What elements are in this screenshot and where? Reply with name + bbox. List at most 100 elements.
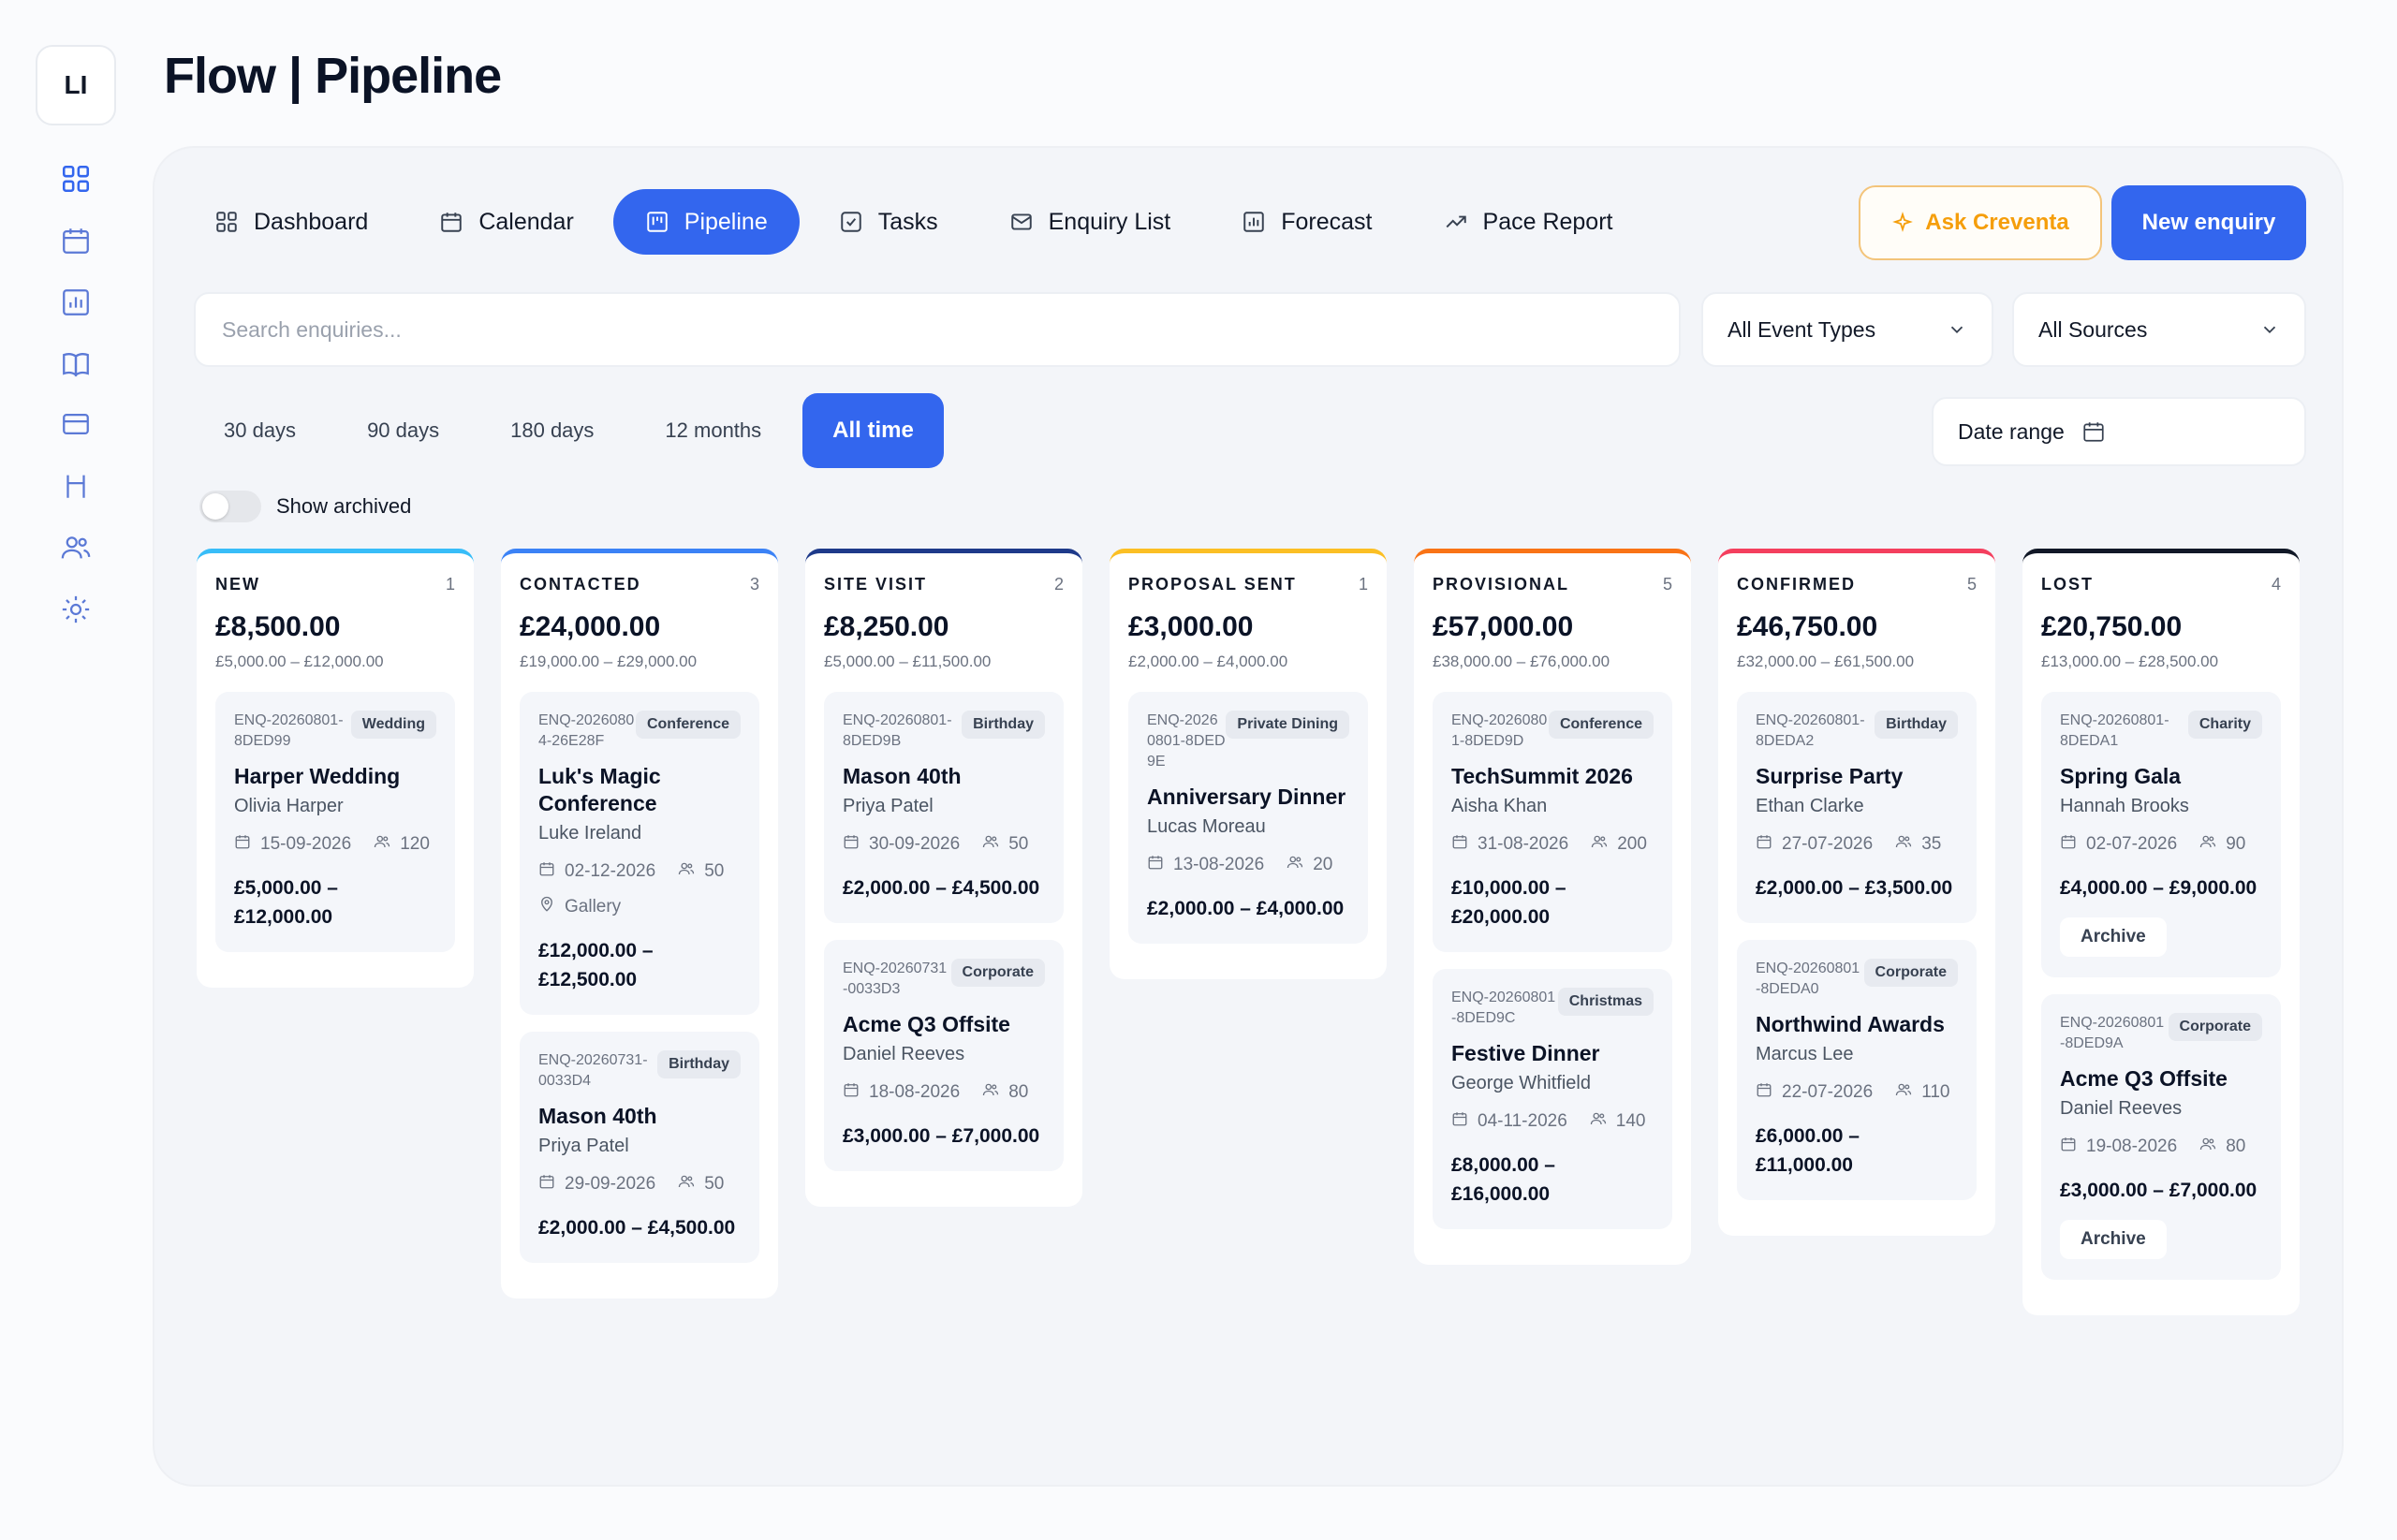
contact-name: Luke Ireland bbox=[538, 823, 642, 843]
grid-icon[interactable] bbox=[58, 161, 94, 197]
archive-button[interactable]: Archive bbox=[2060, 917, 2167, 957]
column-name: CONTACTED bbox=[520, 574, 641, 594]
chart-icon[interactable] bbox=[58, 285, 94, 320]
enquiry-card[interactable]: ENQ-20260801-8DED9C Christmas Festive Di… bbox=[1433, 969, 1672, 1229]
column-header: NEW 1 bbox=[215, 553, 455, 606]
source-select[interactable]: All Sources bbox=[2012, 292, 2306, 367]
column-total: £46,750.00 bbox=[1737, 611, 1878, 642]
show-archived-toggle[interactable] bbox=[199, 491, 261, 522]
enquiry-card[interactable]: ENQ-20260801-8DEDA0 Corporate Northwind … bbox=[1737, 940, 1977, 1200]
mail-icon bbox=[1010, 213, 1032, 230]
event-type-badge: Christmas bbox=[1557, 988, 1654, 1016]
event-date: 29-09-2026 bbox=[538, 1166, 655, 1202]
tab-label: Calendar bbox=[478, 208, 574, 235]
event-date: 22-07-2026 bbox=[1756, 1075, 1873, 1110]
event-type-badge: Conference bbox=[635, 711, 741, 739]
tab-forecast[interactable]: Forecast bbox=[1210, 189, 1404, 255]
enquiry-card[interactable]: ENQ-20260731-0033D4 Birthday Mason 40th … bbox=[520, 1032, 759, 1263]
enquiry-title: Festive Dinner bbox=[1451, 1041, 1600, 1065]
calendar-icon bbox=[538, 1173, 555, 1195]
guest-count-value: 90 bbox=[2226, 834, 2246, 854]
tab-tasks[interactable]: Tasks bbox=[807, 189, 970, 255]
pipeline-column-contacted: CONTACTED 3 £24,000.00 £19,000.00 – £29,… bbox=[501, 549, 778, 1298]
column-header: SITE VISIT 2 bbox=[824, 553, 1064, 606]
enquiry-card[interactable]: ENQ-20260801-8DED9A Corporate Acme Q3 Of… bbox=[2041, 994, 2281, 1280]
column-name: LOST bbox=[2041, 574, 2094, 594]
column-range: £5,000.00 – £12,000.00 bbox=[215, 653, 384, 670]
enquiry-title: Northwind Awards bbox=[1756, 1012, 1945, 1036]
enquiry-id: ENQ-20260801-8DED9C bbox=[1451, 990, 1556, 1026]
users-icon bbox=[982, 1081, 999, 1104]
card-meta: 22-07-2026 110 bbox=[1756, 1075, 1958, 1110]
enquiry-card[interactable]: ENQ-20260804-26E28F Conference Luk's Mag… bbox=[520, 692, 759, 1015]
price-range: £4,000.00 – £9,000.00 bbox=[2060, 877, 2257, 899]
enquiry-card[interactable]: ENQ-20260801-8DEDA2 Birthday Surprise Pa… bbox=[1737, 692, 1977, 923]
card-meta: 02-12-2026 50 Gallery bbox=[538, 854, 741, 925]
enquiry-title: TechSummit 2026 bbox=[1451, 764, 1633, 788]
contact-name: Priya Patel bbox=[538, 1136, 629, 1156]
enquiry-title: Surprise Party bbox=[1756, 764, 1904, 788]
event-date-value: 04-11-2026 bbox=[1478, 1111, 1567, 1131]
enquiry-card[interactable]: ENQ-20260801-8DED99 Wedding Harper Weddi… bbox=[215, 692, 455, 952]
card-icon[interactable] bbox=[58, 406, 94, 442]
show-archived-row: Show archived bbox=[199, 491, 411, 522]
date-range-picker[interactable]: Date range bbox=[1932, 397, 2306, 466]
event-date-value: 15-09-2026 bbox=[260, 834, 352, 854]
card-meta: 15-09-2026 120 bbox=[234, 827, 436, 862]
enquiry-card[interactable]: ENQ-20260801-8DED9B Birthday Mason 40th … bbox=[824, 692, 1064, 923]
calendar-icon bbox=[1147, 854, 1164, 876]
archive-button[interactable]: Archive bbox=[2060, 1220, 2167, 1259]
event-type-badge: Corporate bbox=[950, 959, 1045, 987]
enquiry-card[interactable]: ENQ-20260731-0033D3 Corporate Acme Q3 Of… bbox=[824, 940, 1064, 1171]
period-all-time[interactable]: All time bbox=[802, 393, 944, 468]
ask-creventa-button[interactable]: Ask Creventa bbox=[1859, 185, 2102, 260]
pipeline-column-lost: LOST 4 £20,750.00 £13,000.00 – £28,500.0… bbox=[2022, 549, 2300, 1315]
logo[interactable]: LI bbox=[36, 45, 116, 125]
calendar-icon[interactable] bbox=[58, 223, 94, 258]
enquiry-id: ENQ-20260801-8DED9E bbox=[1147, 712, 1226, 770]
event-type-badge: Birthday bbox=[657, 1050, 741, 1078]
guest-count-value: 50 bbox=[704, 1174, 725, 1194]
tab-enquiry-list[interactable]: Enquiry List bbox=[978, 189, 1203, 255]
event-date-value: 02-12-2026 bbox=[565, 861, 656, 881]
price-range: £2,000.00 – £4,500.00 bbox=[538, 1217, 736, 1239]
search-input[interactable]: Search enquiries... bbox=[194, 292, 1681, 367]
trend-icon bbox=[1446, 215, 1466, 228]
column-header: LOST 4 bbox=[2041, 553, 2281, 606]
tab-dashboard[interactable]: Dashboard bbox=[183, 189, 400, 255]
event-date: 30-09-2026 bbox=[843, 827, 960, 862]
enquiry-id: ENQ-20260731-0033D3 bbox=[843, 961, 948, 997]
guest-count-value: 110 bbox=[1921, 1082, 1950, 1102]
contact-name: Marcus Lee bbox=[1756, 1044, 1854, 1064]
period-12-months[interactable]: 12 months bbox=[665, 418, 762, 442]
enquiry-card[interactable]: ENQ-20260801-8DEDA1 Charity Spring Gala … bbox=[2041, 692, 2281, 977]
event-date-value: 30-09-2026 bbox=[869, 834, 961, 854]
table-icon[interactable] bbox=[58, 468, 94, 504]
date-range-label: Date range bbox=[1958, 418, 2065, 444]
guest-count: 50 bbox=[982, 827, 1028, 862]
column-range: £32,000.00 – £61,500.00 bbox=[1737, 653, 1915, 670]
tab-label: Dashboard bbox=[254, 208, 369, 235]
tab-pipeline[interactable]: Pipeline bbox=[612, 189, 800, 255]
new-enquiry-button[interactable]: New enquiry bbox=[2111, 185, 2306, 260]
enquiry-card[interactable]: ENQ-20260801-8DED9E Private Dining Anniv… bbox=[1128, 692, 1368, 944]
tab-pace-report[interactable]: Pace Report bbox=[1412, 189, 1645, 255]
event-date: 13-08-2026 bbox=[1147, 847, 1264, 883]
enquiry-title: Spring Gala bbox=[2060, 764, 2182, 788]
users-icon bbox=[1895, 1081, 1912, 1104]
period-180-days[interactable]: 180 days bbox=[510, 418, 595, 442]
event-type-select[interactable]: All Event Types bbox=[1701, 292, 1993, 367]
guest-count-value: 80 bbox=[2226, 1137, 2246, 1156]
price-range: £2,000.00 – £4,000.00 bbox=[1147, 898, 1345, 919]
users-icon[interactable] bbox=[58, 530, 94, 565]
period-30-days[interactable]: 30 days bbox=[224, 418, 297, 442]
settings-icon[interactable] bbox=[58, 592, 94, 627]
tab-label: Enquiry List bbox=[1048, 208, 1171, 235]
users-icon bbox=[374, 833, 390, 856]
tab-calendar[interactable]: Calendar bbox=[407, 189, 605, 255]
enquiry-card[interactable]: ENQ-20260801-8DED9D Conference TechSummi… bbox=[1433, 692, 1672, 952]
period-90-days[interactable]: 90 days bbox=[367, 418, 440, 442]
card-meta: 02-07-2026 90 bbox=[2060, 827, 2262, 862]
price-range: £6,000.00 – £11,000.00 bbox=[1756, 1125, 1860, 1176]
book-icon[interactable] bbox=[58, 346, 94, 382]
